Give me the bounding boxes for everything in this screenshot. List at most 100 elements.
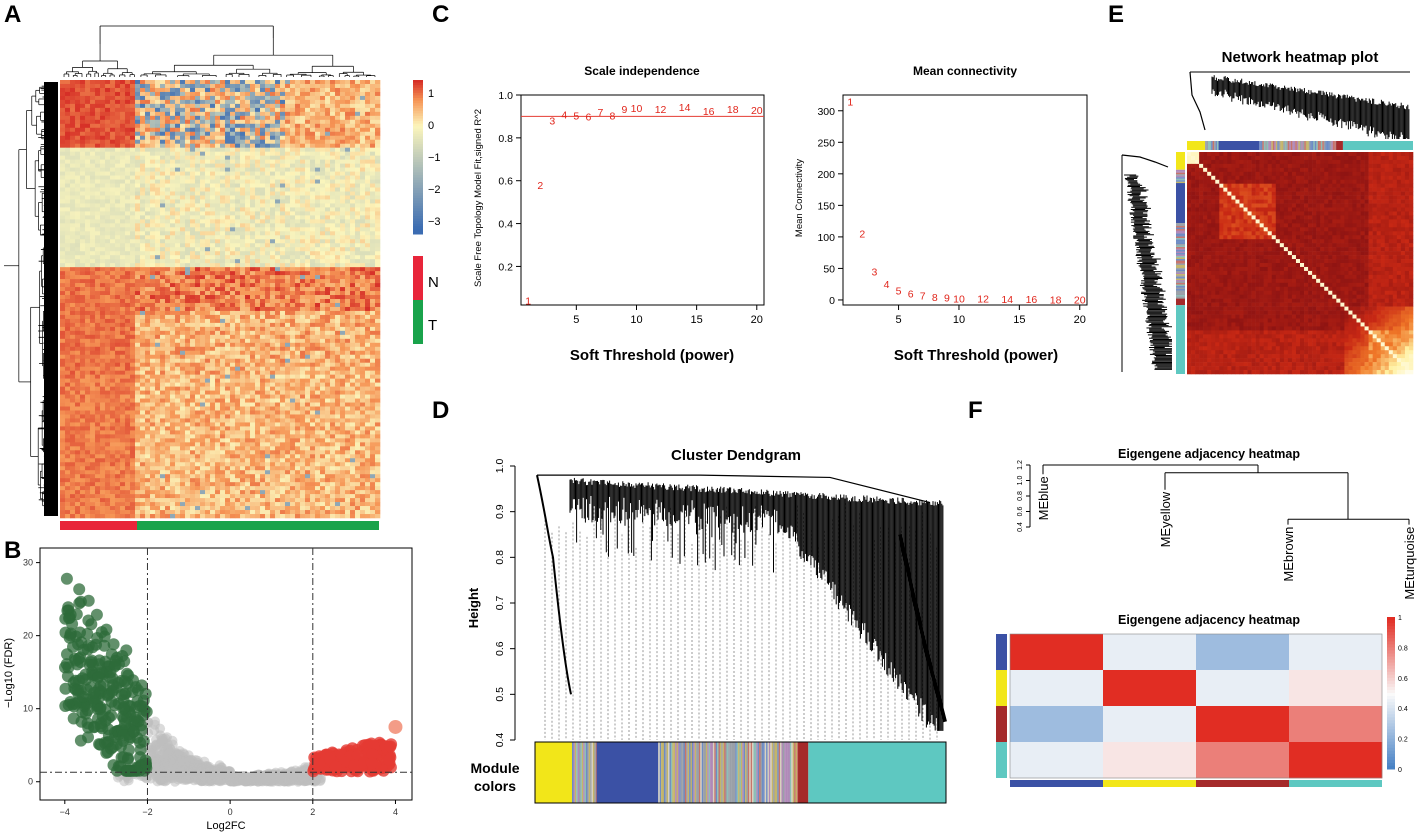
heatmap-cell [345, 111, 351, 117]
heatmap-cell [125, 199, 131, 204]
heatmap-cell [265, 299, 271, 304]
heatmap-cell [70, 91, 76, 97]
heatmap-cell [60, 179, 66, 184]
heatmap-cell [90, 95, 96, 101]
heatmap-cell [70, 143, 76, 148]
heatmap-cell [200, 131, 206, 137]
heatmap-cell [60, 346, 66, 352]
heatmap-cell [195, 235, 201, 240]
heatmap-cell [280, 227, 286, 232]
heatmap-cell [330, 287, 336, 292]
heatmap-cell [290, 107, 296, 113]
heatmap-cell [370, 362, 376, 367]
heatmap-cell [80, 235, 86, 240]
heatmap-cell [350, 103, 356, 109]
heatmap-cell [240, 334, 246, 340]
heatmap-cell [295, 175, 301, 180]
heatmap-cell [95, 155, 101, 160]
heatmap-cell [210, 334, 216, 340]
heatmap-cell [140, 247, 146, 252]
heatmap-cell [200, 299, 206, 304]
heatmap-cell [205, 306, 211, 312]
heatmap-cell [65, 80, 71, 85]
heatmap-cell [75, 251, 81, 256]
heatmap-cell [170, 215, 176, 220]
heatmap-cell [335, 147, 341, 152]
heatmap-cell [65, 107, 71, 113]
heatmap-cell [285, 115, 291, 121]
heatmap-cell [225, 131, 231, 137]
heatmap-cell [160, 151, 166, 156]
heatmap-cell [310, 87, 316, 93]
heatmap-cell [360, 175, 366, 180]
heatmap-cell [280, 279, 286, 284]
heatmap-cell [215, 183, 221, 188]
heatmap-cell [75, 127, 81, 133]
heatmap-cell [320, 275, 326, 280]
heatmap-cell [240, 195, 246, 200]
heatmap-cell [120, 195, 126, 200]
heatmap-cell [165, 80, 171, 85]
heatmap-cell [225, 127, 231, 133]
heatmap-cell [350, 295, 356, 300]
heatmap-cell [70, 358, 76, 364]
heatmap-cell [340, 287, 346, 292]
heatmap-cell [340, 115, 346, 121]
heatmap-cell [70, 99, 76, 105]
heatmap-cell [165, 334, 171, 340]
heatmap-cell [70, 80, 76, 85]
heatmap-cell [155, 115, 161, 121]
heatmap-cell [175, 115, 181, 121]
heatmap-cell [365, 111, 371, 117]
heatmap-cell [115, 271, 121, 276]
heatmap-cell [270, 211, 276, 216]
heatmap-cell [185, 123, 191, 129]
heatmap-cell [110, 215, 116, 220]
heatmap-cell [190, 338, 196, 344]
heatmap-cell [155, 171, 161, 176]
heatmap-cell [340, 207, 346, 212]
heatmap-cell [345, 179, 351, 184]
heatmap-cell [320, 259, 326, 264]
heatmap-cell [195, 239, 201, 244]
heatmap-cell [85, 346, 91, 352]
heatmap-cell [260, 295, 266, 300]
heatmap-cell [300, 175, 306, 180]
heatmap-cell [80, 103, 86, 109]
heatmap-cell [80, 330, 86, 336]
heatmap-cell [270, 342, 276, 348]
heatmap-cell [90, 195, 96, 200]
heatmap-cell [345, 267, 351, 272]
heatmap-cell [225, 219, 231, 224]
heatmap-cell [270, 267, 276, 272]
heatmap-cell [200, 219, 206, 224]
heatmap-cell [230, 291, 236, 296]
heatmap-cell [270, 139, 276, 145]
heatmap-cell [330, 91, 336, 97]
heatmap-cell [355, 223, 361, 228]
heatmap-cell [150, 80, 156, 85]
heatmap-cell [355, 318, 361, 324]
heatmap-cell [155, 159, 161, 164]
heatmap-cell [120, 199, 126, 204]
heatmap-cell [180, 306, 186, 312]
heatmap-cell [80, 231, 86, 236]
heatmap-cell [190, 203, 196, 208]
heatmap-cell [195, 299, 201, 304]
heatmap-cell [255, 155, 261, 160]
heatmap-cell [265, 295, 271, 300]
heatmap-cell [300, 247, 306, 252]
heatmap-cell [355, 207, 361, 212]
heatmap-cell [290, 87, 296, 93]
heatmap-cell [70, 239, 76, 244]
heatmap-cell [105, 175, 111, 180]
heatmap-cell [325, 183, 331, 188]
heatmap-cell [65, 275, 71, 280]
heatmap-cell [285, 159, 291, 164]
heatmap-cell [215, 231, 221, 236]
heatmap-cell [270, 255, 276, 260]
heatmap-cell [340, 291, 346, 296]
heatmap-cell [180, 80, 186, 85]
panel-label-e: E [1108, 1, 1124, 28]
heatmap-cell [260, 99, 266, 105]
